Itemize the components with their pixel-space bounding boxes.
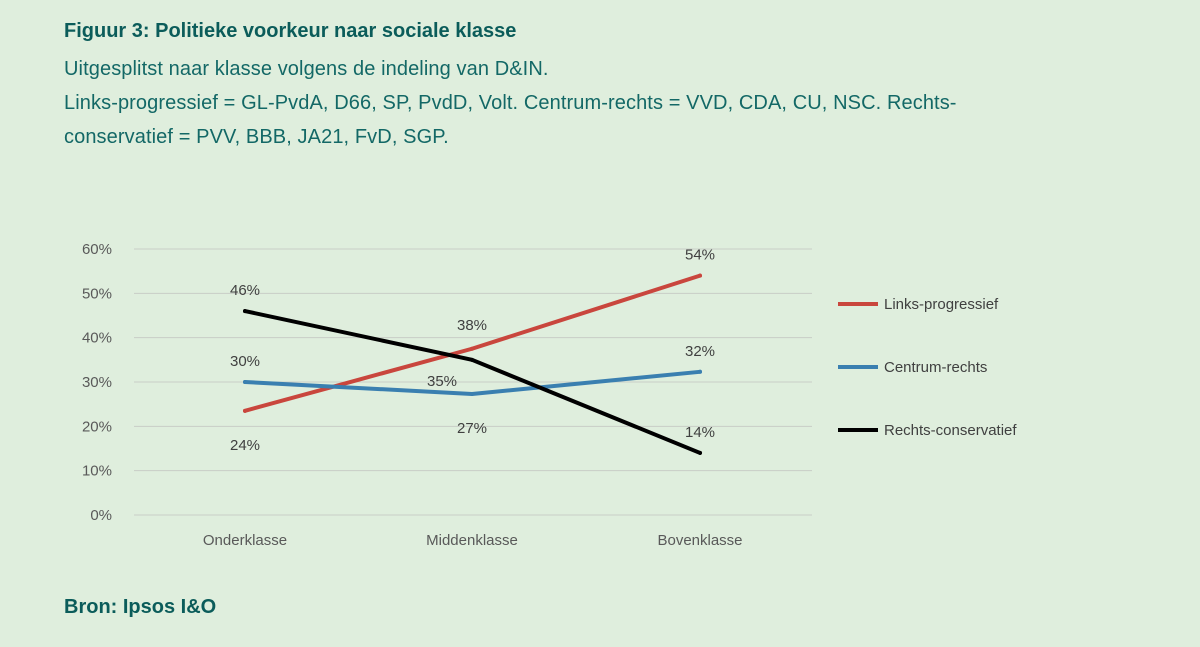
legend-label: Centrum-rechts <box>884 359 987 376</box>
y-tick-label: 60% <box>82 241 112 258</box>
subtitle-line-1: Uitgesplitst naar klasse volgens de inde… <box>64 58 549 80</box>
data-label: 38% <box>457 317 487 334</box>
subtitle-line-2: Links-progressief = GL-PvdA, D66, SP, Pv… <box>64 92 957 114</box>
page-title: Figuur 3: Politieke voorkeur naar social… <box>64 20 517 42</box>
y-tick-label: 20% <box>82 418 112 435</box>
y-tick-label: 30% <box>82 374 112 391</box>
data-point <box>698 450 702 455</box>
data-label: 35% <box>427 373 457 390</box>
data-label: 24% <box>230 437 260 454</box>
data-point <box>470 357 474 362</box>
data-label: 27% <box>457 420 487 437</box>
subtitle-line-3: conservatief = PVV, BBB, JA21, FvD, SGP. <box>64 126 449 148</box>
x-tick-label: Middenklasse <box>426 532 518 549</box>
data-point <box>243 408 247 413</box>
data-point <box>698 369 702 374</box>
data-point <box>243 380 247 384</box>
data-label: 30% <box>230 353 260 370</box>
legend-label: Rechts-conservatief <box>884 422 1017 439</box>
y-tick-label: 40% <box>82 330 112 347</box>
y-tick-label: 10% <box>82 463 112 480</box>
data-label: 32% <box>685 343 715 360</box>
data-label: 54% <box>685 247 715 264</box>
series-line-links-progressief <box>243 273 702 413</box>
data-point <box>470 391 474 396</box>
data-point <box>698 273 702 278</box>
data-point <box>470 346 474 351</box>
legend-label: Links-progressief <box>884 296 999 313</box>
y-tick-label: 50% <box>82 285 112 302</box>
y-tick-label: 0% <box>90 507 112 524</box>
data-point <box>243 309 247 314</box>
source-note: Bron: Ipsos I&O <box>64 596 217 618</box>
x-tick-label: Bovenklasse <box>657 532 742 549</box>
data-label: 46% <box>230 282 260 299</box>
data-label: 14% <box>685 424 715 441</box>
x-tick-label: Onderklasse <box>203 532 287 549</box>
